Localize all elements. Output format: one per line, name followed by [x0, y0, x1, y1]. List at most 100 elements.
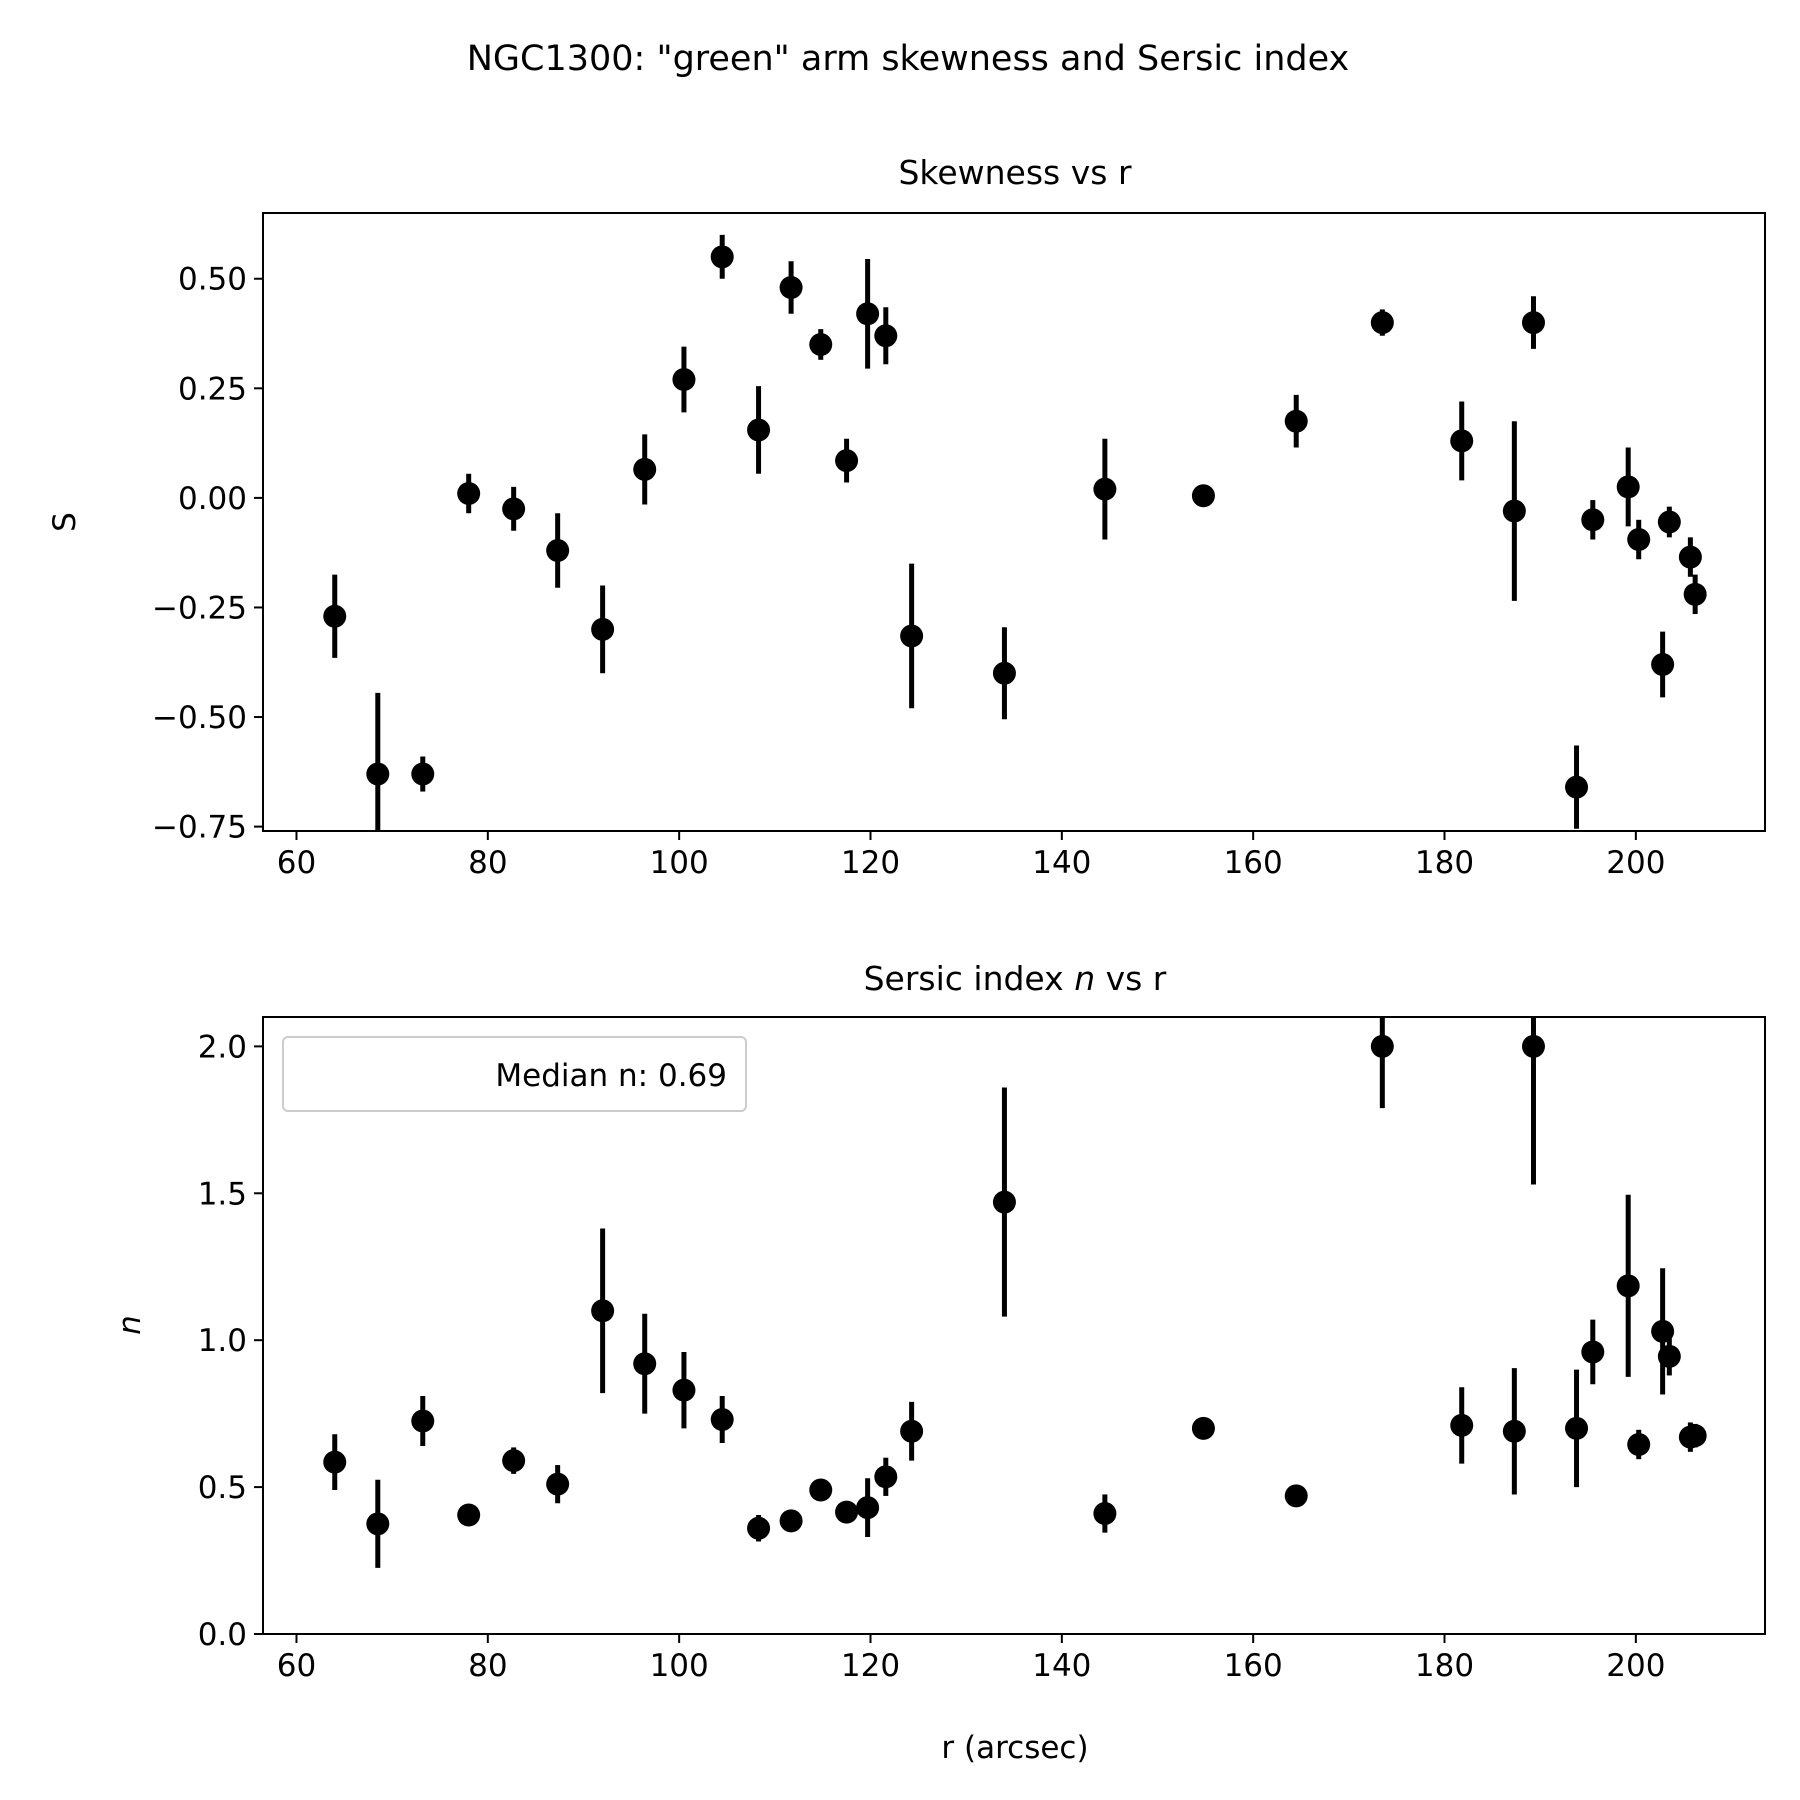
sersic-data-point: [1370, 1034, 1394, 1058]
skewness-data-point: [1657, 510, 1681, 534]
sersic-data-point: [591, 1299, 615, 1323]
sersic-data-point: [1450, 1413, 1474, 1437]
skewness-y-tick-label: 0.50: [178, 262, 247, 298]
sersic-data-point: [1521, 1034, 1545, 1058]
sersic-x-tick-label: 140: [1032, 1648, 1091, 1684]
sersic-title-italic: n: [1074, 959, 1095, 998]
skewness-axes-frame: [262, 212, 1766, 832]
skewness-x-tick-label: 80: [468, 845, 507, 881]
skewness-y-tick-label: 0.25: [178, 371, 247, 407]
sersic-panel: Sersic index n vs r n r (arcsec) 60 80 100…: [112, 959, 1766, 1766]
sersic-data-point: [633, 1352, 657, 1376]
sersic-y-axis-label: n: [112, 1315, 148, 1335]
skewness-x-tick-label: 160: [1224, 845, 1283, 881]
skewness-x-tick-label: 140: [1032, 845, 1091, 881]
sersic-legend: Median n: 0.69: [282, 1036, 747, 1112]
skewness-y-tick-label: −0.50: [152, 700, 247, 736]
skewness-panel: Skewness vs r S 60 80 100 120 140 160 180 200 −0…: [47, 153, 1766, 881]
sersic-data-point: [900, 1419, 924, 1443]
sersic-x-tick-label: 180: [1415, 1648, 1474, 1684]
sersic-panel-title: Sersic index n vs r: [864, 959, 1167, 998]
sersic-data-point: [457, 1503, 481, 1527]
skewness-data-point: [411, 762, 435, 786]
skewness-data-point: [1450, 429, 1474, 453]
skewness-x-tick-label: 100: [650, 845, 709, 881]
skewness-data-point: [835, 449, 859, 473]
sersic-data-point: [1284, 1484, 1308, 1508]
skewness-data-point: [1627, 528, 1651, 552]
sersic-x-axis-label: r (arcsec): [941, 1730, 1088, 1766]
sersic-data-point: [1093, 1502, 1117, 1526]
sersic-y-tick-label: 0.5: [198, 1470, 247, 1506]
skewness-x-tick-label: 120: [841, 845, 900, 881]
sersic-title-prefix: Sersic index: [864, 959, 1075, 998]
skewness-data-point: [1678, 545, 1702, 569]
sersic-data-point: [366, 1512, 390, 1536]
skewness-data-point: [323, 604, 347, 628]
skewness-data-point: [1093, 477, 1117, 501]
skewness-data-point: [747, 418, 771, 442]
sersic-data-point: [546, 1472, 570, 1496]
skewness-data-point: [710, 245, 734, 269]
skewness-data-point: [992, 661, 1016, 685]
skewness-data-point: [1521, 311, 1545, 335]
skewness-data-point: [1651, 652, 1675, 676]
sersic-y-tick-label: 1.0: [198, 1323, 247, 1359]
skewness-data-point: [591, 617, 615, 641]
skewness-data-point: [1581, 508, 1605, 532]
skewness-series: [323, 234, 1707, 831]
skewness-data-point: [1191, 484, 1215, 508]
sersic-data-point: [747, 1516, 771, 1540]
sersic-legend-box: [282, 1036, 747, 1112]
sersic-plot-area: 60 80 100 120 140 160 180 200 0.0 0.5 1.0 1.5 2.0 Med…: [198, 1016, 1766, 1684]
skewness-data-point: [809, 332, 833, 356]
skewness-data-point: [1502, 499, 1526, 523]
sersic-data-point: [809, 1478, 833, 1502]
skewness-x-tick-label: 180: [1415, 845, 1474, 881]
skewness-data-point: [366, 762, 390, 786]
skewness-data-point: [779, 276, 803, 300]
skewness-data-point: [874, 324, 898, 348]
sersic-data-point: [1502, 1419, 1526, 1443]
sersic-legend-entry: Median n: 0.69: [495, 1058, 727, 1094]
sersic-data-point: [710, 1408, 734, 1432]
skewness-data-point: [672, 368, 696, 392]
skewness-data-point: [502, 497, 526, 521]
sersic-axes-frame: [262, 1016, 1766, 1635]
sersic-data-point: [1657, 1344, 1681, 1368]
skewness-data-point: [1565, 775, 1589, 799]
sersic-data-point: [835, 1500, 859, 1524]
skewness-data-point: [900, 624, 924, 648]
sersic-x-tick-label: 80: [468, 1648, 507, 1684]
figure-suptitle: NGC1300: "green" arm skewness and Sersic…: [467, 39, 1350, 79]
sersic-data-point: [856, 1496, 880, 1520]
sersic-data-point: [1683, 1424, 1707, 1448]
skewness-x-tick-label: 60: [277, 845, 316, 881]
sersic-title-suffix: vs r: [1095, 959, 1167, 998]
sersic-y-tick-label: 2.0: [198, 1029, 247, 1065]
sersic-data-point: [1565, 1416, 1589, 1440]
sersic-data-point: [874, 1465, 898, 1489]
sersic-data-point: [779, 1509, 803, 1533]
sersic-x-tick-label: 160: [1224, 1648, 1283, 1684]
sersic-data-point: [672, 1378, 696, 1402]
sersic-x-tick-label: 100: [650, 1648, 709, 1684]
skewness-data-point: [1683, 582, 1707, 606]
skewness-y-tick-label: −0.25: [152, 590, 247, 626]
skewness-y-axis-label: S: [47, 512, 83, 532]
sersic-data-point: [1581, 1340, 1605, 1364]
sersic-series: [323, 1017, 1707, 1568]
sersic-data-point: [1651, 1319, 1675, 1343]
sersic-x-tick-label: 120: [841, 1648, 900, 1684]
skewness-y-tick-label: −0.75: [152, 810, 247, 846]
sersic-data-point: [502, 1449, 526, 1473]
skewness-data-point: [1616, 475, 1640, 499]
sersic-x-tick-label: 60: [277, 1648, 316, 1684]
sersic-x-tick-label: 200: [1606, 1648, 1665, 1684]
skewness-data-point: [633, 457, 657, 481]
skewness-plot-area: 60 80 100 120 140 160 180 200 −0.75 −0.50 −0.25 0.0…: [152, 212, 1766, 881]
skewness-data-point: [1370, 311, 1394, 335]
sersic-data-point: [992, 1190, 1016, 1214]
